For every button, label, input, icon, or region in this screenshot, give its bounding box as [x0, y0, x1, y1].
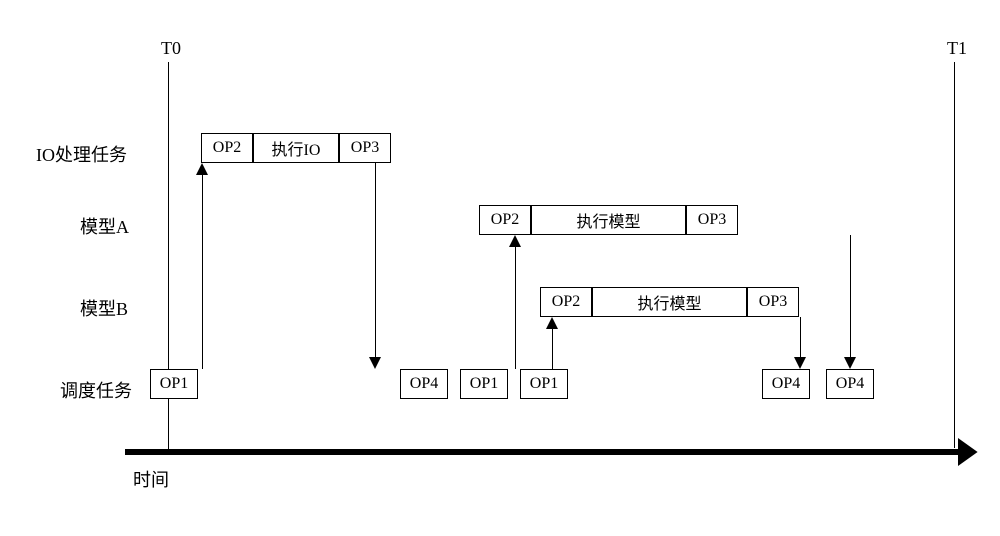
arrow-4-head-icon [794, 357, 806, 369]
arrow-3-head-icon [546, 317, 558, 329]
modela-op3-box: OP3 [686, 205, 738, 235]
modela-op2-box: OP2 [479, 205, 531, 235]
sched-box-5: OP4 [826, 369, 874, 399]
arrow-1-shaft [375, 163, 376, 357]
arrow-2-head-icon [509, 235, 521, 247]
row-label-sched: 调度任务 [60, 377, 132, 403]
arrow-5-head-icon [844, 357, 856, 369]
io-op3-box: OP3 [339, 133, 391, 163]
modelb-op2-box: OP2 [540, 287, 592, 317]
time-axis-arrow-icon [958, 438, 978, 466]
time-axis-label: 时间 [133, 466, 169, 492]
io-op2-box: OP2 [201, 133, 253, 163]
time-axis [125, 449, 960, 455]
sched-box-0: OP1 [150, 369, 198, 399]
arrow-5-shaft [850, 235, 851, 357]
io-exec-box: 执行IO [253, 133, 339, 163]
time-line-t1 [954, 62, 955, 448]
time-marker-t1: T1 [947, 38, 967, 59]
diagram-root: T0 T1 IO处理任务 模型A 模型B 调度任务 OP2 执行IO OP3 O… [0, 0, 1000, 536]
modela-exec-box: 执行模型 [531, 205, 686, 235]
modelb-exec-box: 执行模型 [592, 287, 747, 317]
arrow-2-shaft [515, 247, 516, 369]
arrow-3-shaft [552, 329, 553, 369]
arrow-1-head-icon [369, 357, 381, 369]
arrow-0-shaft [202, 175, 203, 369]
sched-box-4: OP4 [762, 369, 810, 399]
row-label-model-b: 模型B [80, 295, 128, 321]
sched-box-1: OP4 [400, 369, 448, 399]
arrow-0-head-icon [196, 163, 208, 175]
sched-box-2: OP1 [460, 369, 508, 399]
row-label-model-a: 模型A [80, 213, 129, 239]
arrow-4-shaft [800, 317, 801, 357]
time-marker-t0: T0 [161, 38, 181, 59]
row-label-io: IO处理任务 [36, 141, 127, 167]
sched-box-3: OP1 [520, 369, 568, 399]
modelb-op3-box: OP3 [747, 287, 799, 317]
